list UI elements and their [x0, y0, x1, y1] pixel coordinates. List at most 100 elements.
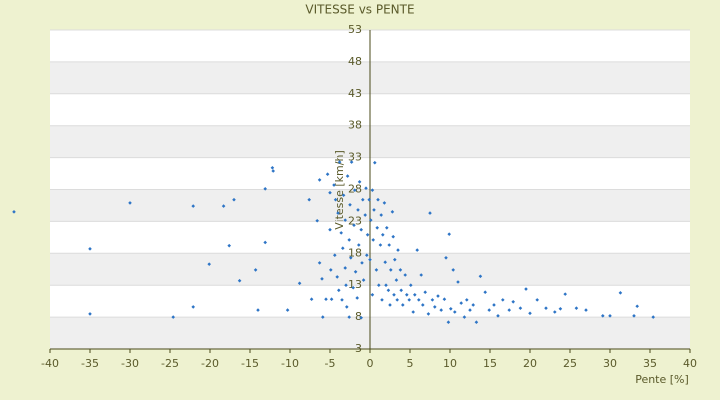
y-tick-label: 33: [348, 151, 362, 164]
point: [635, 304, 639, 309]
point: [353, 188, 357, 192]
point: [524, 287, 528, 291]
point: [317, 261, 322, 265]
point: [356, 208, 360, 212]
point: [339, 231, 343, 235]
point: [325, 172, 330, 176]
point: [483, 290, 487, 295]
point: [359, 315, 363, 320]
point: [171, 315, 175, 319]
y-tick-label: 43: [348, 87, 362, 100]
point: [389, 268, 393, 272]
point: [411, 310, 415, 314]
x-tick-label: -30: [121, 357, 139, 370]
point: [584, 308, 588, 312]
point: [563, 292, 567, 296]
x-tick-label: -40: [41, 357, 59, 370]
point: [373, 160, 377, 165]
point: [471, 303, 475, 307]
point: [317, 178, 322, 182]
y-tick-label: 13: [348, 278, 362, 291]
point: [369, 218, 373, 222]
point: [349, 160, 354, 164]
point: [518, 306, 523, 310]
point: [393, 257, 397, 262]
point: [415, 248, 419, 252]
point: [355, 296, 359, 300]
point: [387, 243, 391, 247]
point: [271, 169, 275, 173]
point: [383, 260, 387, 265]
point: [364, 186, 368, 191]
point: [456, 280, 460, 284]
point: [370, 188, 375, 192]
point: [329, 297, 334, 302]
point: [365, 253, 369, 258]
point: [191, 305, 195, 309]
point: [315, 218, 319, 223]
point: [361, 197, 365, 202]
point: [227, 243, 231, 248]
point: [449, 307, 453, 311]
point: [446, 320, 451, 325]
point: [442, 297, 447, 302]
point: [321, 315, 325, 319]
y-tick-label: 8: [355, 310, 362, 323]
point: [465, 298, 469, 302]
point: [459, 301, 463, 305]
chart-title: VITESSE vs PENTE: [305, 3, 414, 17]
point: [372, 208, 376, 212]
point: [396, 248, 400, 252]
point: [368, 257, 372, 262]
point: [558, 307, 563, 311]
point: [328, 227, 332, 232]
point: [401, 303, 405, 307]
point: [344, 283, 348, 287]
point: [347, 315, 351, 319]
y-tick-label: 48: [348, 55, 362, 68]
point: [405, 292, 409, 297]
point: [353, 270, 358, 274]
x-tick-label: -15: [241, 357, 259, 370]
point: [309, 297, 314, 302]
point: [345, 174, 350, 178]
point: [618, 291, 623, 295]
point: [433, 305, 437, 309]
point: [263, 187, 267, 191]
point: [337, 160, 342, 164]
point: [423, 290, 427, 295]
point: [256, 308, 260, 312]
point: [375, 225, 379, 230]
point: [374, 268, 379, 272]
x-tick-label: 10: [443, 357, 457, 370]
x-tick-label: -10: [281, 357, 299, 370]
x-tick-label: -25: [161, 357, 179, 370]
point: [632, 314, 636, 318]
point: [403, 273, 407, 277]
point: [462, 315, 467, 319]
point: [474, 320, 479, 325]
point: [328, 190, 332, 195]
point: [511, 299, 515, 304]
point: [492, 303, 496, 307]
point: [337, 288, 341, 293]
point: [363, 213, 367, 217]
point: [357, 243, 361, 247]
point: [380, 298, 384, 302]
point: [351, 285, 355, 290]
point: [394, 278, 399, 282]
point: [601, 314, 605, 318]
point: [333, 197, 338, 202]
point: [333, 253, 337, 258]
point: [128, 201, 132, 205]
point: [535, 298, 539, 302]
point: [379, 213, 383, 217]
x-tick-label: -35: [81, 357, 99, 370]
point: [371, 238, 375, 242]
point: [651, 315, 655, 319]
point: [341, 246, 345, 250]
point: [436, 294, 440, 298]
point: [285, 308, 290, 312]
